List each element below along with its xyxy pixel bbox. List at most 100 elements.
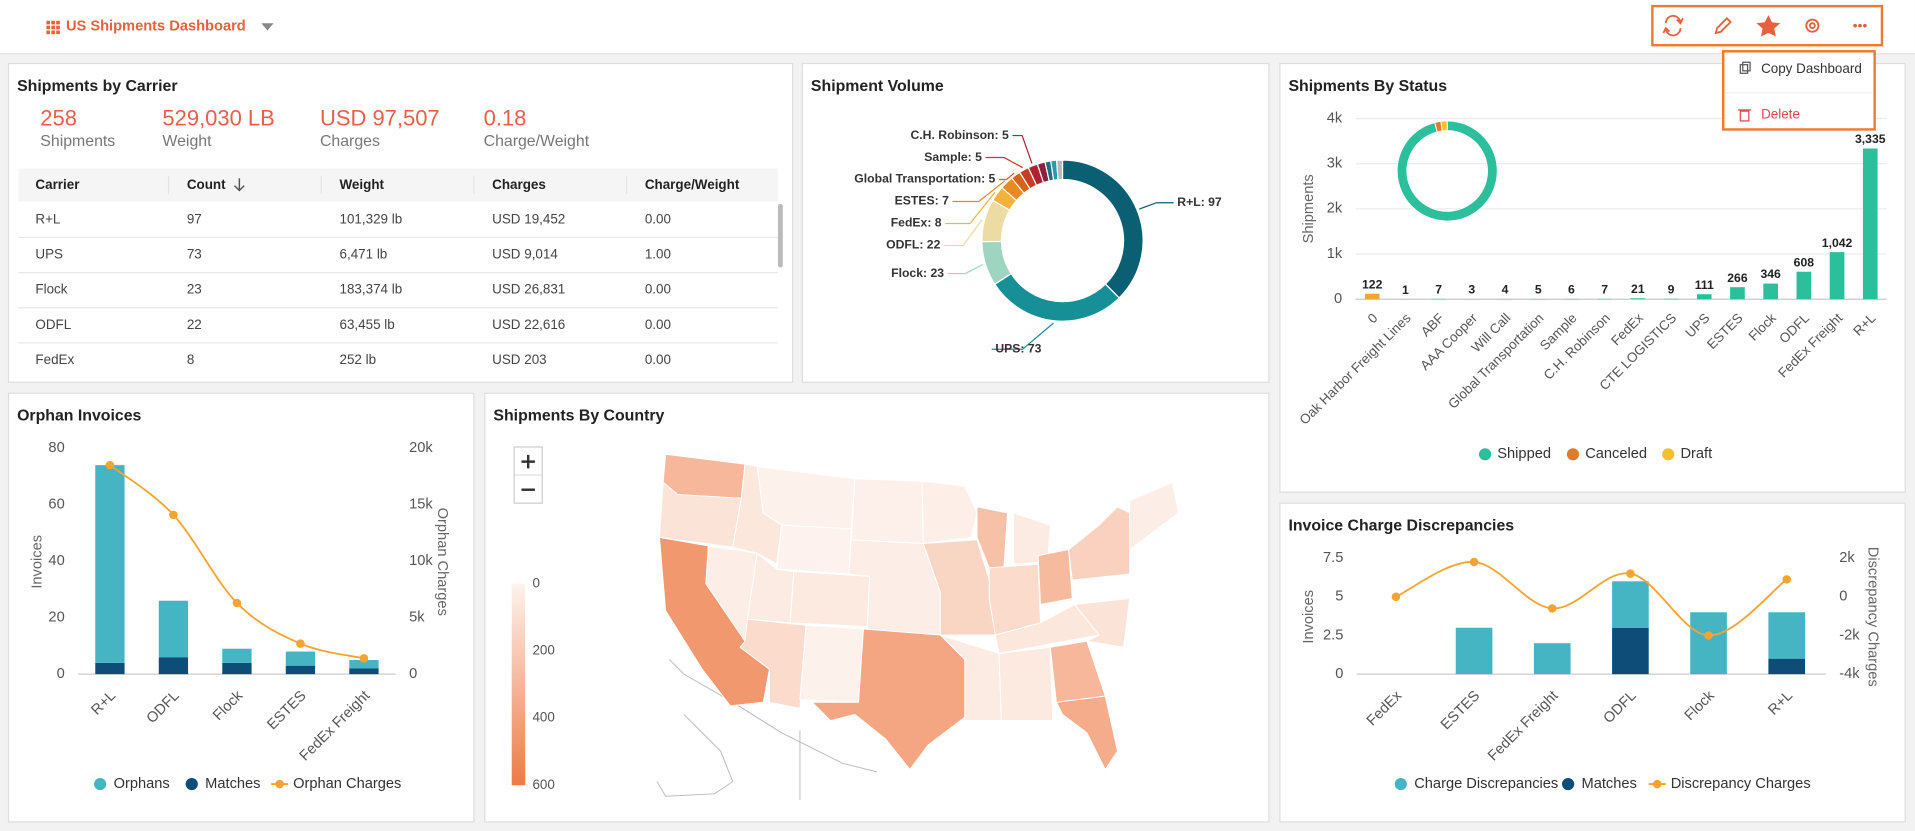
- table-cell: USD 9,014: [492, 247, 558, 262]
- table-cell: USD 19,452: [492, 211, 565, 226]
- legend-marker: [185, 777, 198, 791]
- slice-label: R+L: 97: [1177, 195, 1222, 209]
- header-bar: [0, 0, 1915, 54]
- panel-title: Shipments by Carrier: [17, 78, 177, 95]
- colorbar-tick-label: 0: [532, 575, 539, 590]
- bar-segment: [158, 600, 189, 658]
- region: [799, 624, 864, 703]
- value-label: 608: [1794, 255, 1815, 269]
- alaska-outline: [656, 659, 877, 800]
- region: [998, 646, 1054, 722]
- volume-panel: [801, 62, 1270, 383]
- menu-item[interactable]: Delete: [1761, 106, 1800, 121]
- table-cell: 101,329 lb: [340, 211, 403, 226]
- bar: [1696, 294, 1712, 300]
- leader-line: [944, 219, 983, 247]
- bar: [1630, 298, 1646, 300]
- kpi-value: 529,030 LB: [162, 105, 274, 130]
- value-label: 3: [1468, 283, 1475, 297]
- region: [776, 524, 852, 575]
- legend-label: Canceled: [1585, 446, 1647, 462]
- leader-line: [945, 191, 996, 225]
- leader-line: [991, 322, 1054, 350]
- bar-segment: [222, 648, 252, 663]
- line-point: [1782, 575, 1791, 584]
- table-cell: 0.00: [645, 211, 671, 226]
- kpi-label: Weight: [162, 133, 212, 150]
- leader-line: [952, 180, 1006, 203]
- table-cell: 22: [187, 317, 202, 332]
- kpi-label: Shipments: [40, 133, 115, 150]
- table-cell: 23: [187, 282, 202, 297]
- y2-tick-label: 10k: [409, 553, 433, 569]
- dropdown-caret[interactable]: [261, 23, 274, 31]
- value-label: 111: [1695, 278, 1714, 292]
- table-header: [18, 168, 778, 202]
- bar-segment: [285, 665, 316, 675]
- zoom-in[interactable]: [521, 454, 535, 469]
- slice-label: Flock: 23: [891, 266, 944, 280]
- refresh-button[interactable]: [1662, 15, 1684, 37]
- edit-button[interactable]: [1714, 17, 1732, 35]
- column-header: Weight: [340, 177, 385, 192]
- kpi-label: Charges: [320, 133, 380, 150]
- leader-line: [1139, 202, 1174, 210]
- line-point: [1391, 592, 1401, 602]
- y2-tick-label: 2k: [1839, 550, 1855, 566]
- value-label: 21: [1631, 282, 1645, 296]
- value-label: 7: [1601, 283, 1608, 297]
- legend-label: Shipped: [1497, 446, 1551, 462]
- table-cell: 1.00: [645, 247, 671, 262]
- y-tick-label: 2k: [1327, 201, 1343, 217]
- sort-icon[interactable]: [233, 178, 245, 192]
- panel-title: Shipments By Country: [493, 408, 664, 425]
- y-tick-label: 7.5: [1323, 550, 1343, 566]
- leader-line: [985, 156, 1024, 169]
- settings-button[interactable]: [1805, 18, 1820, 33]
- menu-item[interactable]: Copy Dashboard: [1761, 61, 1862, 76]
- y-tick-label: 60: [48, 497, 64, 513]
- colorbar-tick-label: 600: [532, 777, 554, 792]
- grid-icon: [46, 20, 60, 35]
- slice-label: UPS: 73: [995, 342, 1041, 356]
- legend-marker: [1566, 448, 1580, 461]
- legend-label: Draft: [1680, 446, 1712, 462]
- leader-line: [947, 263, 984, 275]
- panel-title: Orphan Invoices: [17, 408, 141, 425]
- column-header: Charge/Weight: [645, 177, 740, 192]
- region: [789, 571, 871, 628]
- kpi-value: 258: [40, 105, 77, 130]
- table-cell: 8: [187, 352, 194, 367]
- table-dividers: [167, 175, 628, 195]
- copy-icon: [1739, 61, 1751, 74]
- bar-segment: [285, 651, 316, 666]
- dashboard-title[interactable]: US Shipments Dashboard: [66, 19, 246, 35]
- y-axis-label: Invoices: [30, 535, 46, 589]
- favorite-button[interactable]: [1756, 15, 1781, 37]
- region: [940, 634, 1002, 722]
- region: [1037, 548, 1073, 606]
- legend-label: Matches: [205, 776, 260, 792]
- value-label: 5: [1535, 283, 1542, 297]
- bar: [1862, 148, 1878, 300]
- dropdown-menu: Copy Dashboard Delete: [1721, 50, 1876, 131]
- scrollbar[interactable]: [777, 203, 783, 268]
- y2-tick-label: -2k: [1839, 627, 1860, 643]
- table-cell: FedEx: [35, 352, 74, 367]
- panel-title: Invoice Charge Discrepancies: [1288, 518, 1514, 535]
- table-cell: 252 lb: [340, 352, 377, 367]
- legend-marker: [1394, 777, 1407, 791]
- y-tick-label: 0: [57, 666, 65, 682]
- pie-slice: [1055, 159, 1064, 181]
- legend-label: Orphans: [114, 776, 170, 792]
- column-header: Count: [187, 177, 226, 192]
- slice-label: C.H. Robinson: 5: [910, 128, 1009, 142]
- legend-marker: [275, 779, 284, 789]
- y-tick-label: 0: [1335, 666, 1343, 682]
- slice-label: FedEx: 8: [891, 216, 942, 230]
- more-button[interactable]: [1853, 23, 1867, 28]
- y-tick-label: 4k: [1327, 110, 1343, 126]
- value-label: 7: [1435, 283, 1442, 297]
